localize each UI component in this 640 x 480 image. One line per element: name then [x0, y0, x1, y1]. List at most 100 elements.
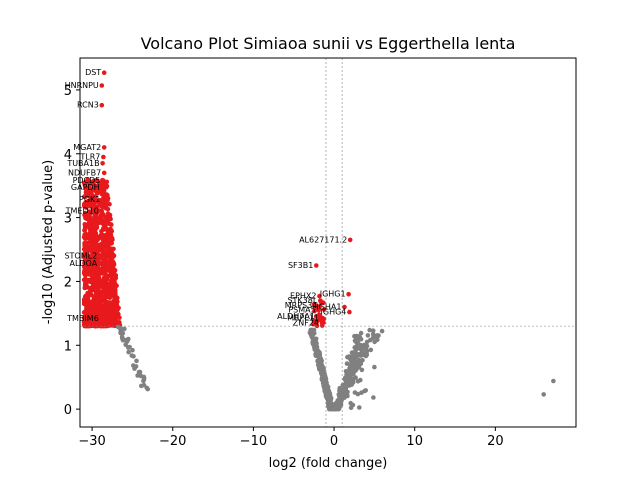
- gene-label: DST: [85, 68, 101, 77]
- y-tick-label: 4: [64, 148, 72, 163]
- gene-label: MRPS34: [285, 301, 318, 310]
- data-point: [83, 186, 89, 192]
- data-point: [99, 229, 104, 234]
- data-point: [101, 275, 107, 281]
- gene-label: HNRNPU: [65, 81, 99, 90]
- labeled-point: [101, 178, 106, 183]
- y-tick-label: 0: [64, 403, 72, 418]
- data-point: [348, 400, 354, 406]
- labeled-point: [347, 237, 353, 243]
- data-point: [85, 215, 91, 220]
- data-point: [82, 222, 88, 227]
- data-point: [364, 339, 370, 345]
- chart-title: Volcano Plot Simiaoa sunii vs Eggerthell…: [141, 34, 516, 53]
- data-point: [83, 210, 88, 216]
- data-point: [333, 406, 338, 412]
- data-point: [110, 263, 116, 269]
- data-point: [84, 199, 90, 204]
- data-point: [137, 369, 143, 375]
- gene-label: PSMA5: [288, 306, 315, 315]
- data-point: [84, 205, 89, 210]
- data-point: [311, 318, 317, 323]
- labeled-point: [101, 170, 107, 176]
- gene-label: MRPL11: [287, 313, 319, 322]
- data-point: [311, 327, 317, 333]
- data-point: [89, 321, 94, 327]
- data-point: [82, 270, 87, 276]
- data-point: [321, 307, 327, 312]
- data-point: [93, 189, 99, 194]
- data-point: [103, 222, 109, 227]
- gene-label: AL627171.2: [299, 235, 347, 244]
- data-point: [85, 308, 91, 313]
- data-point: [90, 217, 95, 223]
- data-point: [92, 207, 98, 213]
- data-point: [372, 339, 378, 345]
- data-point: [541, 392, 546, 397]
- labeled-point: [99, 208, 105, 214]
- labeled-point: [101, 70, 107, 75]
- data-point: [95, 178, 100, 183]
- labeled-point: [318, 298, 323, 303]
- data-point: [108, 269, 114, 274]
- gene-label: TMED10: [65, 207, 99, 216]
- data-point: [130, 347, 135, 353]
- data-point: [107, 221, 112, 227]
- data-point: [131, 354, 136, 359]
- data-point: [114, 307, 119, 312]
- data-point: [84, 234, 89, 239]
- gene-label: TLR7: [79, 153, 100, 162]
- data-point: [108, 283, 114, 289]
- data-point: [112, 280, 118, 286]
- labeled-point: [317, 293, 322, 299]
- data-point: [103, 233, 108, 239]
- data-point: [91, 311, 97, 316]
- gene-label: RCN3: [77, 101, 99, 110]
- data-point: [98, 202, 104, 207]
- data-point: [102, 252, 108, 258]
- data-point: [110, 252, 115, 257]
- data-point: [357, 405, 362, 410]
- labeled-point: [100, 185, 105, 190]
- gene-label: IGHG4: [321, 308, 347, 317]
- data-point: [145, 386, 150, 392]
- data-point: [312, 347, 318, 352]
- labeled-point: [347, 309, 352, 315]
- data-point: [89, 299, 95, 304]
- data-point: [322, 380, 328, 386]
- x-axis: −30 −20 −10 0 10 20: [78, 427, 504, 449]
- data-point: [321, 369, 326, 374]
- data-point: [109, 235, 115, 241]
- data-point: [89, 253, 95, 259]
- data-point: [317, 354, 323, 359]
- y-tick-label: 3: [64, 212, 72, 227]
- data-point: [89, 246, 94, 251]
- data-point: [87, 257, 92, 263]
- gene-label: STK38L: [287, 296, 317, 305]
- data-point: [551, 378, 556, 384]
- gene-label: PGK1: [79, 195, 100, 204]
- data-point: [84, 302, 90, 308]
- data-point: [93, 199, 98, 204]
- data-point: [139, 383, 144, 389]
- gene-label: EPHX2: [290, 292, 316, 301]
- data-point: [97, 290, 102, 295]
- data-point: [87, 209, 92, 214]
- data-point: [312, 308, 317, 314]
- x-tick-label: −30: [78, 434, 105, 449]
- data-point: [85, 284, 90, 290]
- labeled-point: [99, 316, 105, 321]
- data-point: [346, 368, 352, 374]
- data-point: [100, 310, 106, 316]
- gene-labels: DST HNRNPU RCN3 MGAT2TLR7TUBA1BNDUFB7PDCD5G…: [64, 68, 347, 327]
- data-point: [88, 238, 93, 244]
- labeled-point: [314, 263, 319, 268]
- data-point: [358, 330, 364, 336]
- data-point: [123, 342, 128, 348]
- data-point: [87, 261, 92, 266]
- data-point: [371, 395, 376, 400]
- data-point: [97, 242, 102, 248]
- data-point: [104, 245, 110, 250]
- x-tick-label: −10: [240, 434, 267, 449]
